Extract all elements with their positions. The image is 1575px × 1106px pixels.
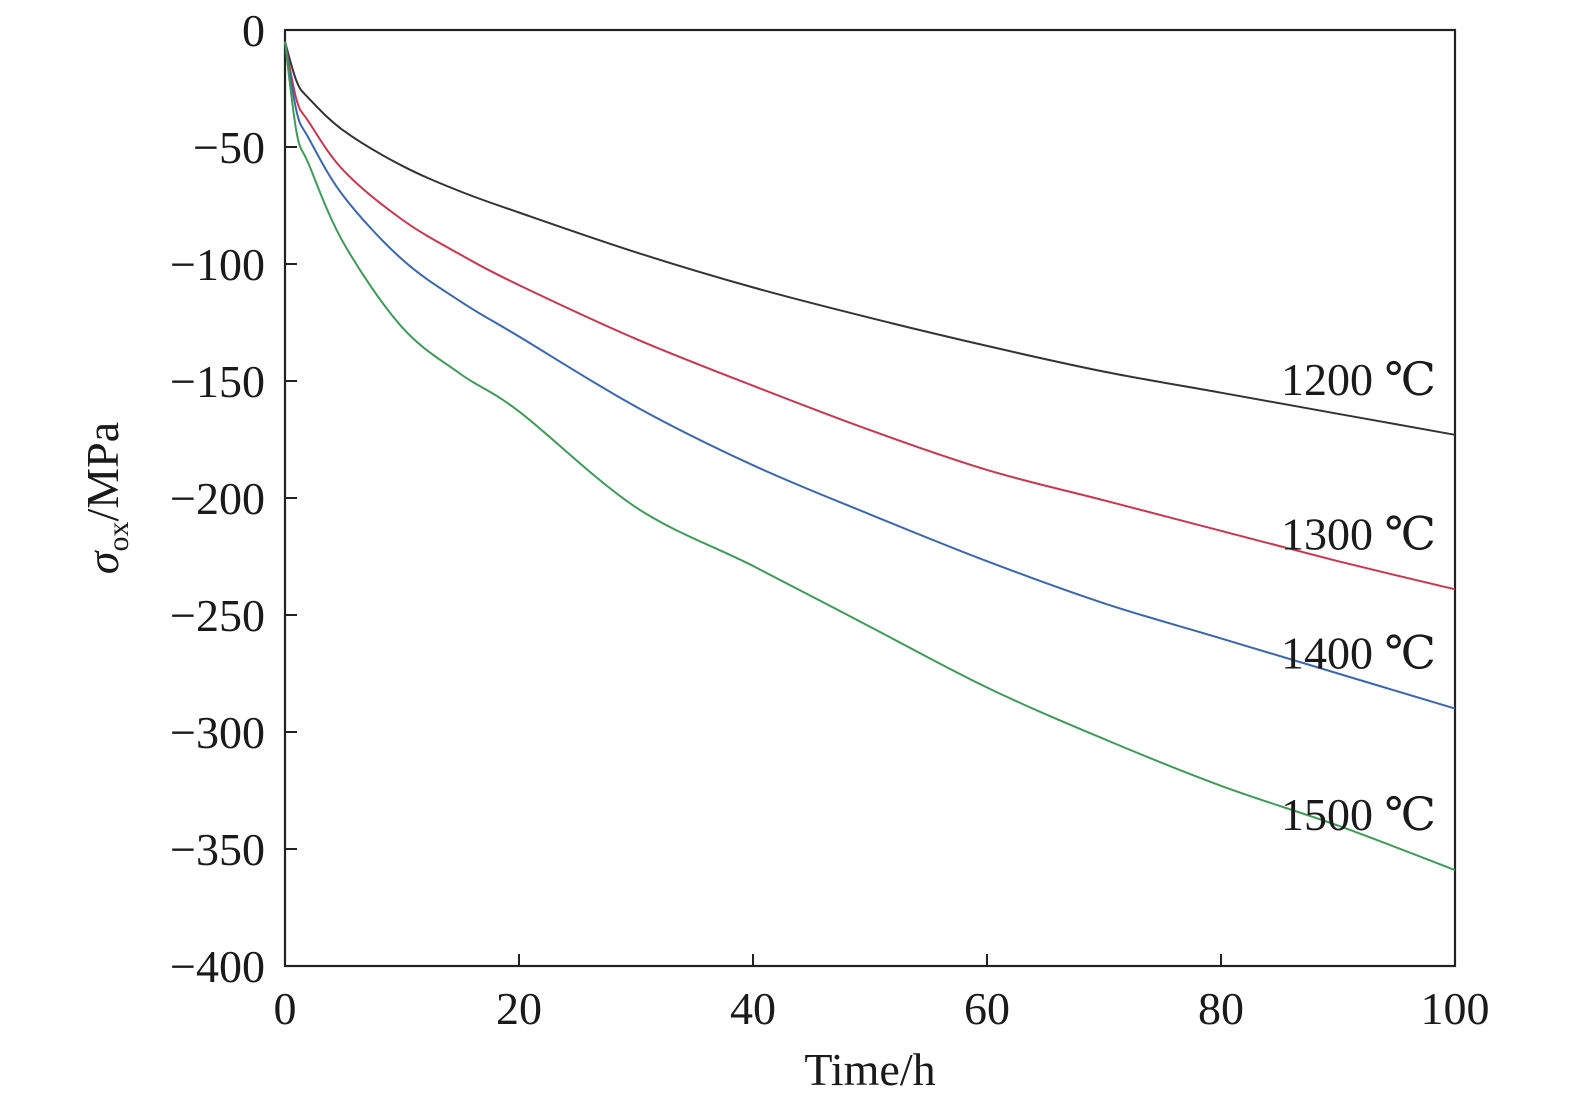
series-label-2: 1400 ℃ xyxy=(1281,628,1436,679)
y-axis-title-unit: /MPa xyxy=(77,422,128,522)
x-tick-label: 60 xyxy=(964,983,1010,1034)
series-labels: 1200 ℃ 1300 ℃ 1400 ℃ 1500 ℃ xyxy=(1281,354,1436,840)
y-axis-ticks: 0 −50 −100 −150 −200 −250 −300 −350 −400 xyxy=(170,5,297,992)
y-tick-label: −50 xyxy=(193,122,265,173)
y-axis-title-subscript: ox xyxy=(102,522,135,552)
plot-frame xyxy=(283,28,1457,968)
x-tick-label: 20 xyxy=(496,983,542,1034)
y-tick-label: −300 xyxy=(170,707,265,758)
y-tick-label: −250 xyxy=(170,590,265,641)
y-tick-label: −150 xyxy=(170,356,265,407)
y-axis-title: σox/MPa xyxy=(77,422,135,574)
y-tick-label: −350 xyxy=(170,824,265,875)
series-label-0: 1200 ℃ xyxy=(1281,354,1436,405)
y-tick-label: 0 xyxy=(242,5,265,56)
y-axis-title-symbol: σ xyxy=(77,549,128,574)
x-axis-title: Time/h xyxy=(804,1044,935,1095)
x-tick-label: 80 xyxy=(1198,983,1244,1034)
series-lines xyxy=(284,41,1456,872)
y-tick-label: −400 xyxy=(170,941,265,992)
series-line-3 xyxy=(284,41,1456,872)
series-line-1 xyxy=(284,41,1456,591)
x-tick-label: 0 xyxy=(274,983,297,1034)
series-label-3: 1500 ℃ xyxy=(1281,789,1436,840)
x-tick-label: 40 xyxy=(730,983,776,1034)
y-tick-label: −100 xyxy=(170,239,265,290)
series-line-2 xyxy=(284,41,1456,710)
series-line-0 xyxy=(284,41,1456,436)
y-tick-label: −200 xyxy=(170,473,265,524)
series-label-1: 1300 ℃ xyxy=(1281,508,1436,559)
x-tick-label: 100 xyxy=(1421,983,1490,1034)
x-axis-ticks: 0 20 40 60 80 100 xyxy=(274,954,1490,1034)
